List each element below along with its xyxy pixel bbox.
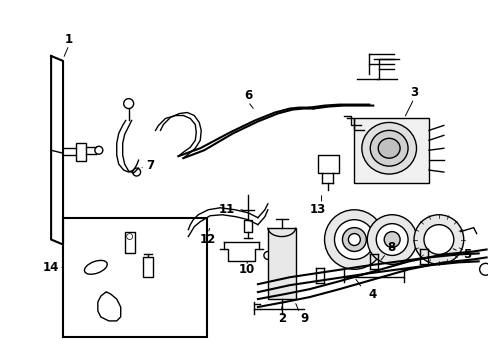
Circle shape [366,215,416,264]
Text: 12: 12 [200,233,216,246]
Circle shape [384,231,399,247]
Bar [354,118,428,183]
Bar [76,143,86,161]
Text: 11: 11 [219,203,235,216]
Circle shape [334,220,373,260]
Text: 13: 13 [309,203,325,216]
Circle shape [413,215,463,264]
Circle shape [479,264,488,275]
Circle shape [324,210,384,269]
Bar [244,220,251,231]
Bar [142,257,152,277]
Circle shape [342,228,366,251]
Bar [267,228,295,299]
Text: 5: 5 [462,248,470,261]
Text: 6: 6 [244,89,252,102]
Circle shape [123,99,133,109]
Circle shape [347,234,360,246]
Ellipse shape [84,260,107,274]
Ellipse shape [377,138,399,158]
Text: 14: 14 [43,261,59,274]
Text: 8: 8 [386,241,394,254]
Text: 9: 9 [300,312,308,325]
Ellipse shape [361,122,416,174]
Circle shape [264,251,271,260]
Circle shape [95,146,102,154]
Circle shape [126,234,132,239]
Bar [124,231,134,253]
Bar [63,218,207,337]
Text: 10: 10 [238,263,255,276]
Circle shape [375,224,407,255]
Bar [317,155,339,173]
Text: 4: 4 [367,288,376,301]
Circle shape [181,228,191,238]
Text: 7: 7 [146,159,154,172]
Text: 2: 2 [277,312,285,325]
Text: 1: 1 [65,33,73,46]
Text: 3: 3 [409,86,417,99]
Ellipse shape [369,130,407,166]
Circle shape [132,168,141,176]
Circle shape [423,225,453,255]
